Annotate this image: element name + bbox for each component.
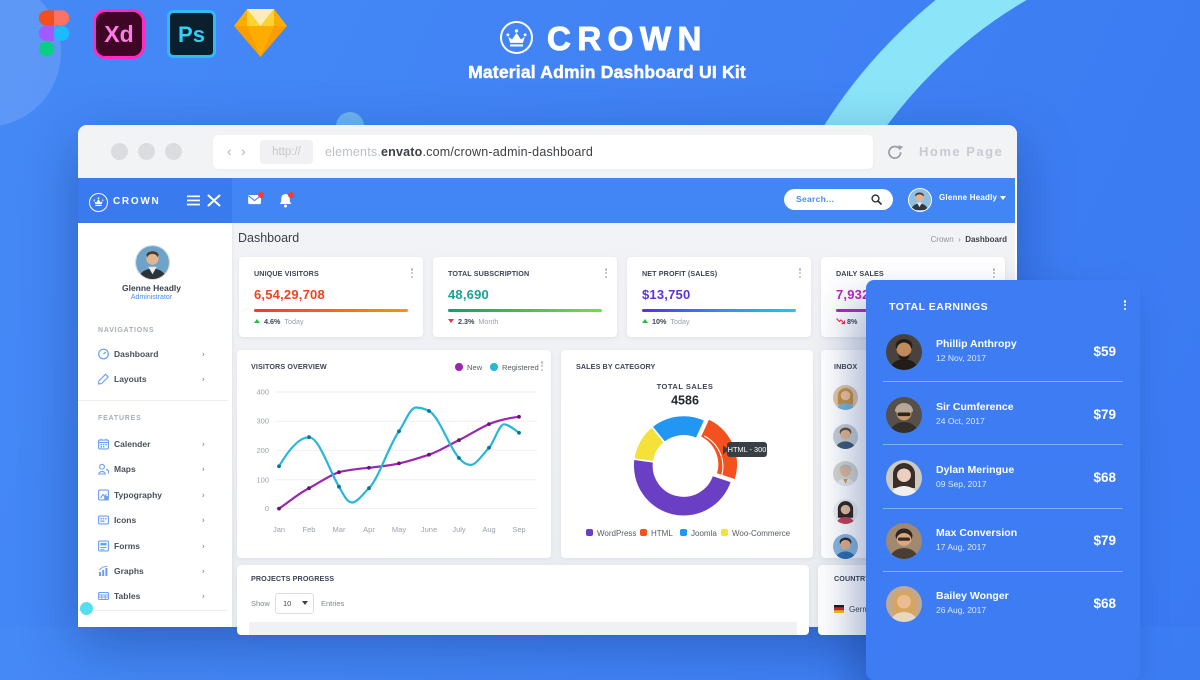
svg-text:4586: 4586 [671,394,699,408]
svg-text:300: 300 [256,417,269,426]
svg-text:200: 200 [256,446,269,455]
svg-text:Xd: Xd [104,21,133,47]
svg-text:HTML - 300: HTML - 300 [728,445,767,454]
svg-text:TOTAL SALES: TOTAL SALES [657,382,714,391]
svg-text:WordPress: WordPress [597,529,636,538]
svg-text:HTML: HTML [651,529,673,538]
svg-text:July: July [452,525,466,534]
svg-text:Mar: Mar [333,525,346,534]
svg-text:Apr: Apr [363,525,375,534]
svg-text:0: 0 [265,504,269,513]
svg-text:100: 100 [256,475,269,484]
svg-text:Feb: Feb [303,525,316,534]
svg-text:Woo-Commerce: Woo-Commerce [732,529,791,538]
svg-text:Jan: Jan [273,525,285,534]
svg-text:400: 400 [256,388,269,397]
svg-text:June: June [421,525,437,534]
svg-text:Ps: Ps [178,22,205,47]
svg-text:Sep: Sep [512,525,525,534]
svg-text:Aug: Aug [482,525,495,534]
svg-text:May: May [392,525,406,534]
svg-text:Joomla: Joomla [691,529,717,538]
